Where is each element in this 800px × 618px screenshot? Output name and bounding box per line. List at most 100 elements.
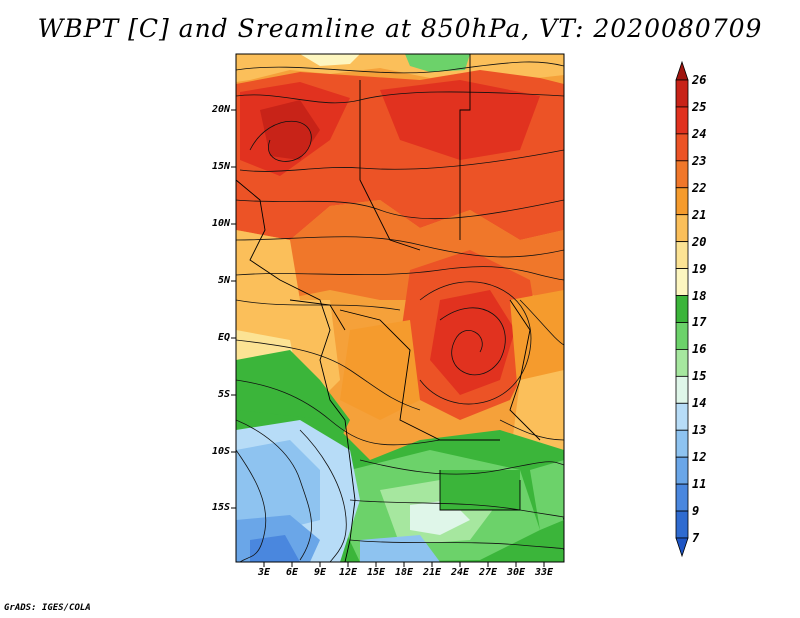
colorbar-swatch — [675, 187, 689, 216]
field-east-green-16 — [530, 460, 564, 530]
colorbar-level-label: 24 — [692, 126, 707, 141]
colorbar-bottom-arrow — [675, 537, 689, 558]
streamline — [236, 299, 401, 311]
field-vortex-24 — [430, 290, 515, 395]
colorbar-swatch — [675, 510, 689, 539]
field-north-green — [405, 54, 470, 72]
lat-label-5s: 5S — [217, 389, 230, 400]
lat-label-15n: 15N — [211, 161, 230, 172]
streamline — [249, 120, 312, 162]
colorbar-swatch — [675, 375, 689, 404]
lon-label-30e: 30E — [506, 567, 526, 578]
chart-title: WBPT [C] and Sreamline at 850hPa, VT: 20… — [37, 14, 763, 43]
lon-label-21e: 21E — [422, 567, 442, 578]
streamline — [236, 339, 421, 411]
streamline — [236, 236, 564, 258]
colorbar-swatch — [675, 322, 689, 350]
colorbar — [675, 60, 689, 558]
lon-label-12e: 12E — [338, 567, 358, 578]
tick-marks — [231, 109, 545, 567]
colorbar-swatch — [675, 429, 689, 458]
field-sw-blue-12 — [236, 440, 320, 530]
colorbar-level-label: 26 — [692, 73, 707, 87]
colorbar-swatch — [675, 106, 689, 135]
border — [289, 299, 346, 331]
colorbar-level-label: 12 — [692, 450, 707, 465]
streamline — [439, 307, 506, 376]
shaded-field — [236, 54, 564, 562]
colorbar-level-label: 16 — [692, 342, 707, 357]
colorbar-level-label: 17 — [692, 315, 707, 330]
streamline — [236, 61, 564, 74]
coastline — [344, 419, 356, 562]
streamline — [349, 499, 564, 521]
colorbar-swatch — [675, 349, 689, 377]
lat-label-20n: 20N — [211, 104, 230, 115]
streamline — [359, 459, 564, 475]
streamline — [419, 281, 532, 405]
field-congo-21 — [340, 320, 420, 420]
colorbar-level-label: 21 — [692, 207, 707, 222]
lat-label-10n: 10N — [211, 218, 230, 229]
colorbar-level-label: 20 — [692, 234, 707, 249]
coastline — [236, 179, 346, 421]
colorbar-level-label: 25 — [692, 99, 707, 114]
lat-label-10s: 10S — [211, 446, 230, 457]
streamline — [349, 539, 564, 551]
colorbar-level-label: 19 — [692, 261, 707, 276]
streamline — [519, 299, 564, 346]
map-frame — [235, 53, 565, 563]
streamline — [236, 419, 312, 561]
lon-label-33e: 33E — [534, 567, 554, 578]
streamline — [299, 429, 347, 562]
colorbar-swatch — [675, 483, 689, 512]
colorbar-level-label: 11 — [692, 477, 707, 492]
streamline — [236, 266, 564, 281]
colorbar-swatch — [675, 402, 689, 431]
border — [359, 80, 421, 251]
streamline — [236, 199, 564, 220]
streamline — [239, 149, 564, 172]
border — [339, 309, 500, 441]
colorbar-level-label: 7 — [692, 531, 700, 545]
lon-label-9e: 9E — [313, 567, 327, 578]
lon-label-3e: 3E — [257, 567, 271, 578]
lat-label-eq: EQ — [217, 332, 230, 343]
colorbar-swatch — [675, 241, 689, 269]
lon-label-24e: 24E — [450, 567, 470, 578]
colorbar-swatch — [675, 160, 689, 189]
field-north-pale — [300, 54, 360, 66]
colorbar-level-label: 23 — [692, 153, 707, 168]
colorbar-swatch — [675, 295, 689, 323]
colorbar-level-label: 9 — [692, 504, 700, 519]
lat-label-5n: 5N — [217, 275, 230, 286]
border — [459, 54, 471, 240]
colorbar-level-label: 14 — [692, 396, 707, 411]
colorbar-level-label: 13 — [692, 423, 707, 438]
colorbar-level-label: 22 — [692, 180, 707, 195]
lon-label-18e: 18E — [394, 567, 414, 578]
lat-label-15s: 15S — [211, 502, 230, 513]
streamline — [499, 419, 564, 441]
field-east-green-17 — [440, 470, 520, 510]
colorbar-swatch — [675, 456, 689, 485]
colorbar-level-label: 18 — [692, 288, 707, 303]
country-borders — [236, 54, 541, 562]
streamlines — [236, 61, 564, 562]
lon-label-6e: 6E — [285, 567, 299, 578]
streamline — [236, 379, 441, 446]
colorbar-swatch — [675, 79, 689, 108]
border — [439, 470, 521, 511]
streamline — [236, 91, 564, 104]
colorbar-level-label: 15 — [692, 369, 707, 384]
streamline — [236, 449, 267, 562]
colorbar-top-arrow — [675, 60, 689, 81]
lon-label-15e: 15E — [366, 567, 386, 578]
grads-credit: GrADS: IGES/COLA — [4, 603, 91, 613]
border — [509, 299, 541, 441]
colorbar-swatch — [675, 214, 689, 243]
colorbar-swatch — [675, 133, 689, 162]
lon-label-27e: 27E — [478, 567, 498, 578]
colorbar-swatch — [675, 268, 689, 296]
